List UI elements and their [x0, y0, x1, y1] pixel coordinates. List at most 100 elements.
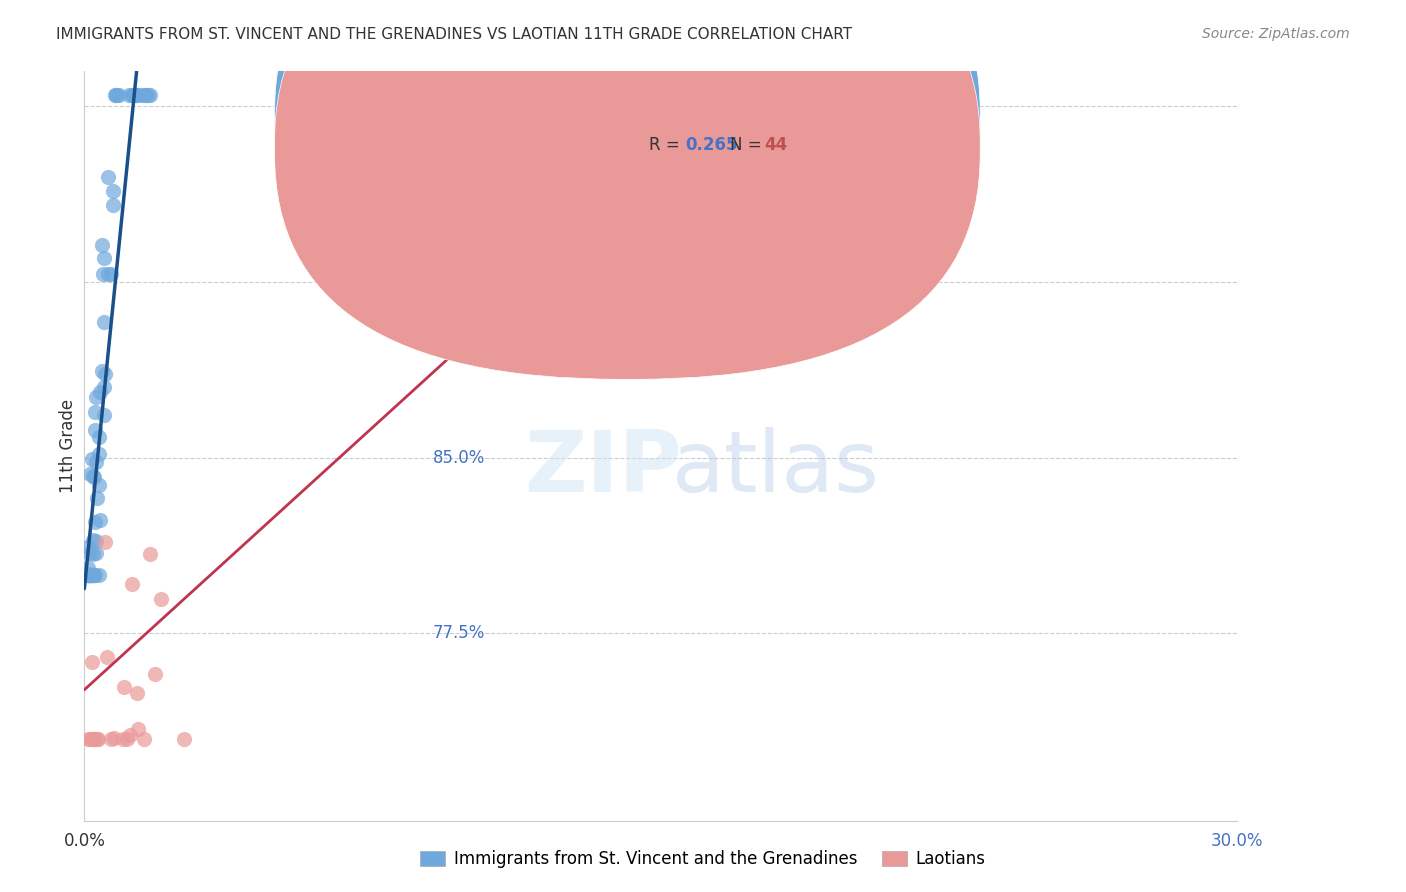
Laotians [82, 731, 104, 746]
Immigrants from St. Vincent and the Grenadines [121, 87, 143, 102]
Text: N =: N = [730, 136, 766, 153]
Text: ZIP: ZIP [524, 427, 682, 510]
Laotians [103, 731, 125, 745]
Laotians [381, 87, 404, 102]
Laotians [173, 731, 195, 746]
Laotians [100, 731, 122, 746]
Laotians [149, 592, 172, 607]
Immigrants from St. Vincent and the Grenadines [124, 87, 146, 102]
Immigrants from St. Vincent and the Grenadines [82, 567, 104, 582]
Immigrants from St. Vincent and the Grenadines [79, 567, 101, 582]
Immigrants from St. Vincent and the Grenadines [80, 567, 103, 582]
Immigrants from St. Vincent and the Grenadines [80, 567, 103, 582]
FancyBboxPatch shape [598, 87, 851, 177]
Immigrants from St. Vincent and the Grenadines [83, 469, 105, 483]
Immigrants from St. Vincent and the Grenadines [79, 567, 101, 582]
Laotians [86, 731, 108, 746]
Text: 0.242: 0.242 [685, 106, 738, 124]
Laotians [96, 649, 118, 664]
Laotians [842, 87, 865, 102]
Text: 92.5%: 92.5% [433, 273, 485, 291]
Laotians [125, 686, 148, 700]
Laotians [419, 87, 441, 102]
Immigrants from St. Vincent and the Grenadines [105, 87, 128, 102]
Laotians [727, 87, 749, 102]
Laotians [112, 731, 135, 746]
Text: R =: R = [650, 106, 685, 124]
Immigrants from St. Vincent and the Grenadines [91, 364, 114, 378]
Text: 0.0%: 0.0% [63, 832, 105, 850]
Laotians [823, 87, 845, 102]
Immigrants from St. Vincent and the Grenadines [134, 87, 156, 102]
Immigrants from St. Vincent and the Grenadines [80, 567, 103, 582]
Laotians [77, 731, 100, 746]
Immigrants from St. Vincent and the Grenadines [121, 87, 143, 102]
Immigrants from St. Vincent and the Grenadines [91, 238, 114, 252]
Laotians [79, 731, 101, 746]
Text: 73: 73 [765, 106, 787, 124]
Laotians [80, 731, 103, 746]
Laotians [688, 87, 710, 102]
Text: 0.265: 0.265 [685, 136, 738, 153]
Laotians [94, 535, 117, 549]
Immigrants from St. Vincent and the Grenadines [86, 533, 108, 548]
Laotians [650, 87, 672, 102]
Laotians [112, 680, 135, 694]
Immigrants from St. Vincent and the Grenadines [104, 87, 127, 102]
Laotians [127, 723, 149, 737]
Text: atlas: atlas [672, 427, 880, 510]
Immigrants from St. Vincent and the Grenadines [124, 87, 146, 102]
Laotians [143, 667, 166, 681]
Immigrants from St. Vincent and the Grenadines [84, 515, 107, 529]
Laotians [118, 728, 141, 742]
Immigrants from St. Vincent and the Grenadines [82, 533, 104, 547]
Immigrants from St. Vincent and the Grenadines [93, 409, 115, 423]
Immigrants from St. Vincent and the Grenadines [107, 87, 129, 102]
Immigrants from St. Vincent and the Grenadines [80, 567, 103, 582]
Laotians [139, 547, 162, 561]
FancyBboxPatch shape [274, 0, 980, 350]
Text: IMMIGRANTS FROM ST. VINCENT AND THE GRENADINES VS LAOTIAN 11TH GRADE CORRELATION: IMMIGRANTS FROM ST. VINCENT AND THE GREN… [56, 27, 852, 42]
Laotians [842, 87, 865, 102]
Laotians [457, 87, 479, 102]
Laotians [918, 87, 941, 102]
Laotians [83, 731, 105, 746]
Immigrants from St. Vincent and the Grenadines [86, 491, 108, 505]
Laotians [860, 87, 883, 102]
Immigrants from St. Vincent and the Grenadines [104, 87, 127, 102]
Immigrants from St. Vincent and the Grenadines [79, 567, 101, 582]
Immigrants from St. Vincent and the Grenadines [127, 87, 149, 102]
Immigrants from St. Vincent and the Grenadines [125, 87, 148, 102]
Immigrants from St. Vincent and the Grenadines [83, 567, 105, 582]
Laotians [132, 731, 155, 746]
Immigrants from St. Vincent and the Grenadines [82, 567, 104, 582]
Immigrants from St. Vincent and the Grenadines [77, 567, 100, 582]
Immigrants from St. Vincent and the Grenadines [87, 478, 110, 492]
Immigrants from St. Vincent and the Grenadines [77, 567, 100, 582]
Laotians [86, 731, 108, 746]
Laotians [534, 87, 557, 102]
Laotians [121, 577, 143, 591]
Immigrants from St. Vincent and the Grenadines [77, 567, 100, 582]
Immigrants from St. Vincent and the Grenadines [77, 540, 100, 554]
Laotians [496, 87, 519, 102]
Immigrants from St. Vincent and the Grenadines [82, 567, 104, 582]
Immigrants from St. Vincent and the Grenadines [79, 467, 101, 481]
Text: Source: ZipAtlas.com: Source: ZipAtlas.com [1202, 27, 1350, 41]
Immigrants from St. Vincent and the Grenadines [103, 184, 125, 198]
Immigrants from St. Vincent and the Grenadines [79, 546, 101, 560]
Y-axis label: 11th Grade: 11th Grade [59, 399, 77, 493]
Text: 30.0%: 30.0% [1211, 832, 1264, 850]
Immigrants from St. Vincent and the Grenadines [83, 424, 105, 438]
Immigrants from St. Vincent and the Grenadines [138, 87, 160, 102]
Text: 85.0%: 85.0% [433, 449, 485, 467]
Immigrants from St. Vincent and the Grenadines [87, 567, 110, 582]
Laotians [457, 87, 479, 102]
Laotians [803, 87, 825, 102]
Immigrants from St. Vincent and the Grenadines [89, 384, 111, 399]
Immigrants from St. Vincent and the Grenadines [84, 405, 107, 419]
Immigrants from St. Vincent and the Grenadines [82, 567, 104, 582]
Immigrants from St. Vincent and the Grenadines [77, 567, 100, 582]
Laotians [80, 655, 103, 669]
Immigrants from St. Vincent and the Grenadines [82, 567, 104, 582]
